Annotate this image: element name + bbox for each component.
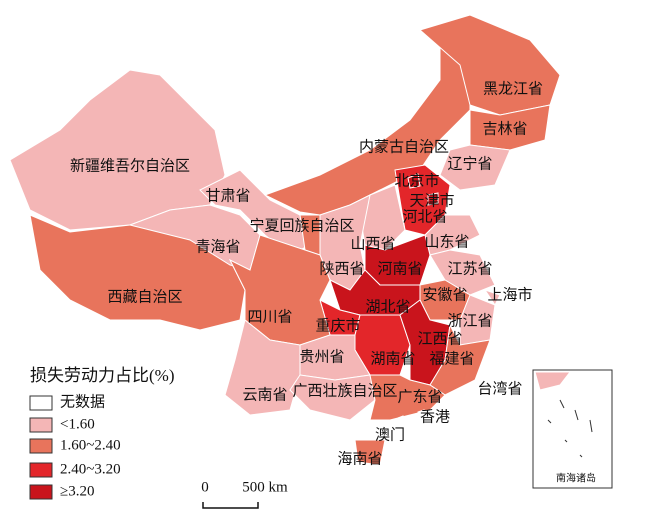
region-label: 台湾省 <box>477 380 522 397</box>
region <box>397 415 404 422</box>
region-label: 广西壮族自治区 <box>292 382 397 399</box>
regions <box>9 14 561 466</box>
region <box>369 374 446 421</box>
region-label: 山西省 <box>350 235 395 252</box>
region-label: 内蒙古自治区 <box>359 138 449 155</box>
legend-swatch <box>29 417 53 433</box>
region <box>439 144 511 191</box>
region <box>417 409 425 417</box>
legend: 无数据 <1.60 1.60~2.40 2.40~3.20 ≥3.20 <box>29 393 121 500</box>
region-label: 河南省 <box>377 260 422 277</box>
inset-coast <box>534 371 572 391</box>
region-label: 河北省 <box>402 208 447 225</box>
region-label: 宁夏回族自治区 <box>249 217 354 234</box>
legend-swatch <box>29 395 53 411</box>
region-label: 江西省 <box>417 330 462 347</box>
region-label: 上海市 <box>487 286 532 303</box>
inset-label: 南海诸岛 <box>556 471 596 484</box>
region-label: 安徽省 <box>422 286 467 303</box>
region-label: 天津市 <box>409 192 454 209</box>
region <box>224 319 301 416</box>
legend-swatch <box>29 484 53 500</box>
region-label: 重庆市 <box>315 317 360 334</box>
region <box>483 289 501 306</box>
region-label: 贵州省 <box>299 348 344 365</box>
region-label: 新疆维吾尔自治区 <box>70 157 190 174</box>
region-label: 海南省 <box>337 450 382 467</box>
region-label: 云南省 <box>242 386 287 403</box>
legend-swatch <box>29 438 53 454</box>
inset-frame <box>532 369 613 489</box>
inset-islands <box>547 399 593 458</box>
region-label: 甘肃省 <box>205 187 250 204</box>
region-label: 浙江省 <box>447 312 492 329</box>
legend-label: 1.60~2.40 <box>60 437 121 453</box>
region-label: 湖南省 <box>370 350 415 367</box>
scale-bar <box>202 502 259 509</box>
region-label: 吉林省 <box>482 120 527 137</box>
scale-distance: 500 km <box>242 479 288 495</box>
region-label: 青海省 <box>195 238 240 255</box>
region-label: 黑龙江省 <box>483 80 543 97</box>
region-label: 江苏省 <box>447 260 492 277</box>
region-label: 澳门 <box>375 426 405 443</box>
region-label: 四川省 <box>247 308 292 325</box>
region-label: 北京市 <box>394 172 439 189</box>
region-label: 湖北省 <box>365 298 410 315</box>
scale-zero: 0 <box>201 479 209 495</box>
legend-title: 损失劳动力占比(%) <box>30 366 174 385</box>
legend-label: <1.60 <box>60 416 95 432</box>
region-label: 陕西省 <box>319 260 364 277</box>
region <box>489 348 506 397</box>
legend-label: 2.40~3.20 <box>60 461 121 477</box>
legend-label: ≥3.20 <box>60 483 94 499</box>
region-label: 西藏自治区 <box>107 288 182 305</box>
region <box>9 69 226 231</box>
region <box>354 439 386 466</box>
region-label: 辽宁省 <box>447 155 492 172</box>
region <box>459 294 496 346</box>
region <box>407 173 421 189</box>
region-label: 广东省 <box>397 388 442 405</box>
legend-swatch <box>29 462 53 478</box>
region-label: 福建省 <box>429 350 474 367</box>
legend-label: 无数据 <box>60 393 105 410</box>
region <box>429 323 491 396</box>
region <box>427 192 439 206</box>
region-label: 山东省 <box>424 233 469 250</box>
region-label: 香港 <box>420 408 450 425</box>
